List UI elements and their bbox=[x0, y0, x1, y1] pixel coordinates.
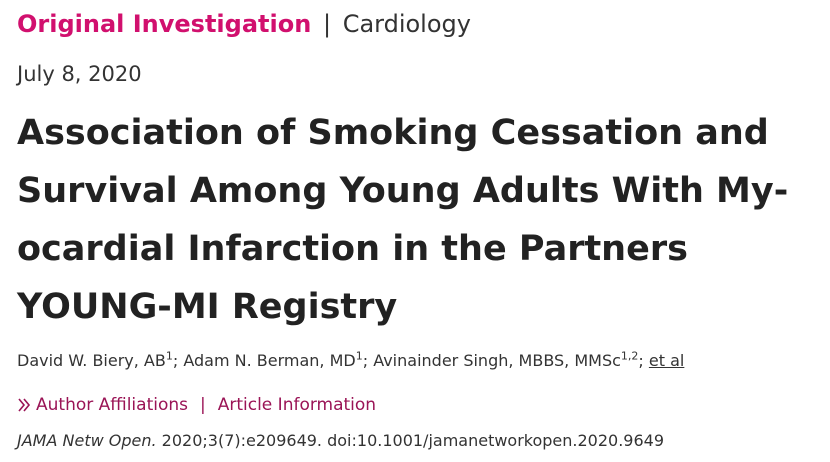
article-title: Association of Smoking Cessation and Sur… bbox=[17, 104, 817, 336]
subject-label[interactable]: Cardiology bbox=[342, 10, 471, 38]
title-line: YOUNG-MI Registry bbox=[17, 287, 398, 327]
author-separator: ; bbox=[362, 351, 374, 370]
header-separator: | bbox=[322, 10, 332, 38]
author-separator: ; bbox=[638, 351, 649, 370]
author-name[interactable]: David W. Biery, AB bbox=[17, 351, 166, 370]
author-affiliation-marker: 1 bbox=[355, 349, 363, 363]
article-info-links: Author Affiliations | Article Information bbox=[17, 393, 376, 420]
author-affiliation-marker: 1 bbox=[165, 349, 173, 363]
publication-date: July 8, 2020 bbox=[17, 62, 142, 86]
title-line: Survival Among Young Adults With My- bbox=[17, 171, 789, 211]
author-affiliations-link[interactable]: Author Affiliations bbox=[36, 395, 188, 415]
author-affiliation-marker: 1,2 bbox=[620, 349, 639, 363]
double-chevron-right-icon bbox=[17, 396, 31, 420]
title-line: Association of Smoking Cessation and bbox=[17, 113, 769, 153]
author-list: David W. Biery, AB1; Adam N. Berman, MD1… bbox=[17, 349, 684, 373]
article-information-link[interactable]: Article Information bbox=[217, 395, 377, 415]
citation: JAMA Netw Open. 2020;3(7):e209649. doi:1… bbox=[17, 429, 664, 453]
author-name[interactable]: Adam N. Berman, MD bbox=[183, 351, 356, 370]
journal-name: JAMA Netw Open. bbox=[17, 431, 157, 450]
author-separator: ; bbox=[172, 351, 184, 370]
article-header: Original Investigation | Cardiology bbox=[17, 8, 471, 40]
links-separator: | bbox=[200, 395, 206, 415]
article-type-label[interactable]: Original Investigation bbox=[17, 10, 312, 38]
title-line: ocardial Infarction in the Partners bbox=[17, 229, 688, 269]
et-al-link[interactable]: et al bbox=[648, 351, 685, 370]
author-name[interactable]: Avinainder Singh, MBBS, MMSc bbox=[373, 351, 621, 370]
citation-details: 2020;3(7):e209649. doi:10.1001/jamanetwo… bbox=[156, 431, 665, 450]
